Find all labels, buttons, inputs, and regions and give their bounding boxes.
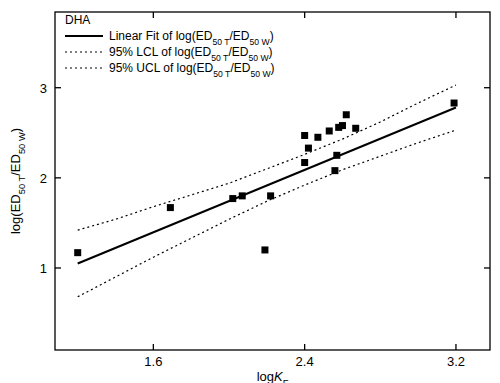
x-tick-top <box>455 12 456 18</box>
legend-label: 95% UCL of log(ED50 T/ED50 W) <box>109 61 275 79</box>
plot-frame <box>55 12 490 350</box>
y-tick-right <box>484 87 490 88</box>
x-tick-label: 3.2 <box>447 354 465 369</box>
y-tick <box>55 87 61 88</box>
point <box>352 125 359 132</box>
point <box>301 159 308 166</box>
x-tick-label: 1.6 <box>144 354 162 369</box>
x-tick <box>304 344 305 350</box>
legend-title: DHA <box>65 13 90 27</box>
y-tick-right <box>484 177 490 178</box>
chart: 1.62.43.2123logKFlog(ED50 T/ED50 W)DHALi… <box>0 0 500 383</box>
background <box>0 0 500 383</box>
point <box>451 100 458 107</box>
point <box>343 111 350 118</box>
line <box>78 85 456 230</box>
legend-swatch <box>65 67 103 68</box>
point <box>339 122 346 129</box>
y-tick-right <box>484 267 490 268</box>
x-axis-label: logKF <box>257 369 289 383</box>
line <box>78 130 456 297</box>
line <box>78 108 456 264</box>
y-tick-label: 1 <box>40 261 47 276</box>
legend-swatch <box>65 51 103 52</box>
y-tick-label: 3 <box>40 81 47 96</box>
x-tick <box>455 344 456 350</box>
x-tick-top <box>153 12 154 18</box>
point <box>167 204 174 211</box>
point <box>314 134 321 141</box>
y-tick-label: 2 <box>40 171 47 186</box>
x-tick <box>153 344 154 350</box>
y-axis-label: log(ED50 T/ED50 W) <box>8 128 27 234</box>
point <box>74 249 81 256</box>
x-tick-label: 2.4 <box>296 354 314 369</box>
y-tick <box>55 177 61 178</box>
y-tick <box>55 267 61 268</box>
plot-area <box>74 85 457 297</box>
point <box>305 145 312 152</box>
point <box>267 192 274 199</box>
point <box>326 127 333 134</box>
point <box>261 246 268 253</box>
legend-swatch <box>65 35 103 37</box>
point <box>301 132 308 139</box>
x-tick-top <box>304 12 305 18</box>
